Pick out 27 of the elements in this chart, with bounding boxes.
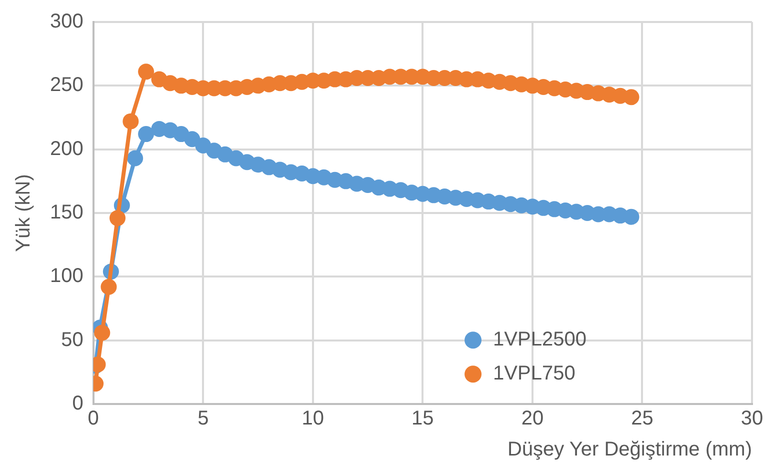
x-tick-label: 25 xyxy=(631,408,654,430)
legend-label: 1VPL750 xyxy=(493,362,576,385)
x-tick-label: 15 xyxy=(412,408,434,430)
x-tick-label: 30 xyxy=(740,408,764,430)
y-tick-label: 100 xyxy=(50,265,84,288)
legend-label: 1VPL2500 xyxy=(493,328,586,351)
point xyxy=(623,208,640,225)
point xyxy=(122,113,139,130)
y-tick-label: 300 xyxy=(50,10,84,33)
y-tick-label: 250 xyxy=(50,74,84,96)
y-tick-label: 50 xyxy=(61,328,84,351)
y-tick-label: 150 xyxy=(50,202,84,224)
point xyxy=(623,89,640,106)
y-tick-label: 200 xyxy=(50,138,84,160)
point xyxy=(110,210,126,226)
point xyxy=(138,64,154,80)
point xyxy=(138,126,154,142)
point xyxy=(100,278,117,295)
x-tick-label: 20 xyxy=(521,408,544,430)
y-axis-title: Yük (kN) xyxy=(12,174,35,252)
x-tick-label: 10 xyxy=(302,408,324,430)
point xyxy=(127,150,144,166)
x-axis-title: Düşey Yer Değiştirme (mm) xyxy=(507,438,752,461)
y-tick-label: 0 xyxy=(72,392,84,415)
x-tick-label: 0 xyxy=(88,408,99,430)
x-tick-label: 5 xyxy=(198,408,209,430)
point xyxy=(94,324,110,341)
